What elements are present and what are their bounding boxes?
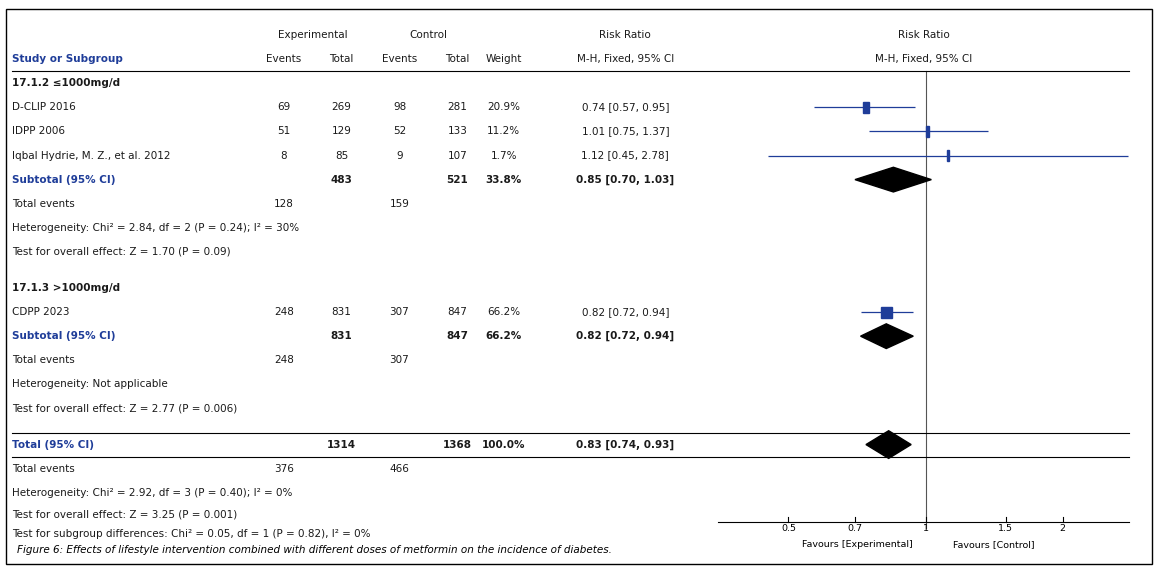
Text: 847: 847 [447,307,468,317]
Text: Favours [Control]: Favours [Control] [953,540,1035,549]
Text: 847: 847 [447,331,468,341]
Text: Events: Events [266,54,301,64]
Text: 1.7%: 1.7% [491,150,516,161]
Text: Subtotal (95% CI): Subtotal (95% CI) [12,175,115,184]
Polygon shape [860,324,914,348]
Text: 0.83 [0.74, 0.93]: 0.83 [0.74, 0.93] [577,439,674,450]
Text: 0.74 [0.57, 0.95]: 0.74 [0.57, 0.95] [581,103,669,112]
Text: 17.1.2 ≤1000mg/d: 17.1.2 ≤1000mg/d [12,78,119,88]
Text: 107: 107 [447,150,468,161]
Text: Favours [Experimental]: Favours [Experimental] [801,540,913,549]
Text: 66.2%: 66.2% [485,331,522,341]
Text: Iqbal Hydrie, M. Z., et al. 2012: Iqbal Hydrie, M. Z., et al. 2012 [12,150,170,161]
Text: 100.0%: 100.0% [482,439,526,449]
Text: 376: 376 [273,464,294,473]
Text: Heterogeneity: Not applicable: Heterogeneity: Not applicable [12,380,167,389]
Text: 128: 128 [273,199,294,209]
Bar [863,102,870,113]
Text: 66.2%: 66.2% [488,307,520,317]
Text: D-CLIP 2016: D-CLIP 2016 [12,103,75,112]
Text: 466: 466 [389,464,410,473]
Text: 2: 2 [1060,524,1065,533]
Text: 0.82 [0.72, 0.94]: 0.82 [0.72, 0.94] [581,307,669,317]
Text: 20.9%: 20.9% [488,103,520,112]
Text: Total events: Total events [12,355,74,365]
Polygon shape [855,167,931,192]
Text: 831: 831 [331,307,352,317]
Text: 9: 9 [396,150,403,161]
Text: 159: 159 [389,199,410,209]
Text: 98: 98 [393,103,406,112]
Text: Study or Subgroup: Study or Subgroup [12,54,123,64]
Text: M-H, Fixed, 95% CI: M-H, Fixed, 95% CI [875,54,972,64]
Text: 85: 85 [335,150,349,161]
Text: 17.1.3 >1000mg/d: 17.1.3 >1000mg/d [12,283,119,293]
Text: Events: Events [382,54,417,64]
Text: Risk Ratio: Risk Ratio [897,30,950,40]
Text: Heterogeneity: Chi² = 2.84, df = 2 (P = 0.24); I² = 30%: Heterogeneity: Chi² = 2.84, df = 2 (P = … [12,223,299,233]
Text: Total (95% CI): Total (95% CI) [12,439,94,449]
Text: Total: Total [329,54,354,64]
Text: IDPP 2006: IDPP 2006 [12,127,65,137]
Text: 1.12 [0.45, 2.78]: 1.12 [0.45, 2.78] [581,150,669,161]
Bar [947,150,948,161]
Text: 69: 69 [277,103,291,112]
Bar [925,126,929,137]
Text: 248: 248 [273,307,294,317]
Text: Total events: Total events [12,464,74,473]
Text: Test for subgroup differences: Chi² = 0.05, df = 1 (P = 0.82), I² = 0%: Test for subgroup differences: Chi² = 0.… [12,529,371,539]
Text: Total: Total [445,54,470,64]
Text: 129: 129 [331,127,352,137]
Text: Subtotal (95% CI): Subtotal (95% CI) [12,331,115,341]
Text: 133: 133 [447,127,468,137]
Text: 11.2%: 11.2% [488,127,520,137]
Text: 307: 307 [389,355,410,365]
Text: Weight: Weight [485,54,522,64]
Text: Total events: Total events [12,199,74,209]
Text: 483: 483 [331,175,352,184]
Text: Figure 6: Effects of lifestyle intervention combined with different doses of met: Figure 6: Effects of lifestyle intervent… [17,545,613,555]
Text: Test for overall effect: Z = 1.70 (P = 0.09): Test for overall effect: Z = 1.70 (P = 0… [12,247,230,257]
Bar [881,306,892,317]
Text: 248: 248 [273,355,294,365]
Text: 0.5: 0.5 [780,524,796,533]
Text: Test for overall effect: Z = 3.25 (P = 0.001): Test for overall effect: Z = 3.25 (P = 0… [12,509,237,520]
Polygon shape [866,431,911,458]
Text: Control: Control [410,30,447,40]
Text: Heterogeneity: Chi² = 2.92, df = 3 (P = 0.40); I² = 0%: Heterogeneity: Chi² = 2.92, df = 3 (P = … [12,488,292,498]
Text: 51: 51 [277,127,291,137]
Text: 0.82 [0.72, 0.94]: 0.82 [0.72, 0.94] [577,331,674,342]
Text: Risk Ratio: Risk Ratio [600,30,651,40]
Text: 1.5: 1.5 [998,524,1013,533]
Text: 0.85 [0.70, 1.03]: 0.85 [0.70, 1.03] [577,175,674,185]
Text: 269: 269 [331,103,352,112]
Text: CDPP 2023: CDPP 2023 [12,307,69,317]
Text: 1: 1 [923,524,929,533]
Text: 1368: 1368 [442,439,472,449]
Text: 33.8%: 33.8% [485,175,522,184]
Text: 281: 281 [447,103,468,112]
Text: 521: 521 [447,175,468,184]
Text: Test for overall effect: Z = 2.77 (P = 0.006): Test for overall effect: Z = 2.77 (P = 0… [12,403,237,414]
Text: 52: 52 [393,127,406,137]
Text: 307: 307 [389,307,410,317]
Text: 8: 8 [280,150,287,161]
Text: 0.7: 0.7 [848,524,863,533]
Text: 1.01 [0.75, 1.37]: 1.01 [0.75, 1.37] [581,127,669,137]
Text: 1314: 1314 [327,439,357,449]
Text: 831: 831 [331,331,352,341]
Text: Experimental: Experimental [278,30,347,40]
Text: M-H, Fixed, 95% CI: M-H, Fixed, 95% CI [577,54,674,64]
